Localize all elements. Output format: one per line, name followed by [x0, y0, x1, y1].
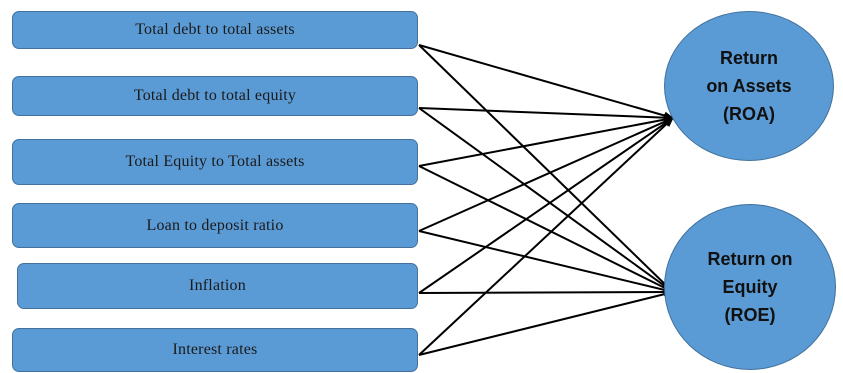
output-node-roa: Return on Assets (ROA): [664, 11, 834, 161]
input-node-debt-to-equity: Total debt to total equity: [12, 76, 418, 116]
arrow-input-0-to-output-1: [418, 44, 674, 293]
roe-label-line: Equity: [722, 277, 778, 297]
arrow-input-5-to-output-0: [418, 117, 674, 356]
input-node-interest-rates: Interest rates: [12, 328, 418, 372]
input-node-inflation: Inflation: [17, 263, 418, 309]
arrow-input-4-to-output-0: [418, 117, 674, 294]
output-node-roe: Return on Equity (ROE): [664, 204, 836, 370]
roe-label-line: (ROE): [724, 305, 776, 325]
arrow-input-5-to-output-1: [418, 290, 674, 356]
roa-label-line: Return: [719, 48, 778, 68]
arrow-input-3-to-output-0: [418, 117, 674, 232]
roe-label-line: Return on: [707, 249, 793, 269]
arrow-input-1-to-output-0: [418, 107, 674, 122]
input-node-loan-to-deposit: Loan to deposit ratio: [12, 203, 418, 248]
roa-label-line: on Assets: [706, 76, 792, 96]
arrow-input-2-to-output-1: [418, 165, 674, 293]
arrow-input-3-to-output-1: [418, 230, 674, 294]
roa-label-line: (ROA): [722, 104, 775, 124]
arrow-input-2-to-output-0: [418, 115, 674, 167]
input-node-equity-to-assets: Total Equity to Total assets: [12, 139, 418, 185]
arrow-input-1-to-output-1: [418, 107, 674, 293]
input-node-debt-to-assets: Total debt to total assets: [12, 11, 418, 49]
arrow-input-0-to-output-0: [418, 44, 674, 120]
arrow-input-4-to-output-1: [418, 288, 674, 297]
